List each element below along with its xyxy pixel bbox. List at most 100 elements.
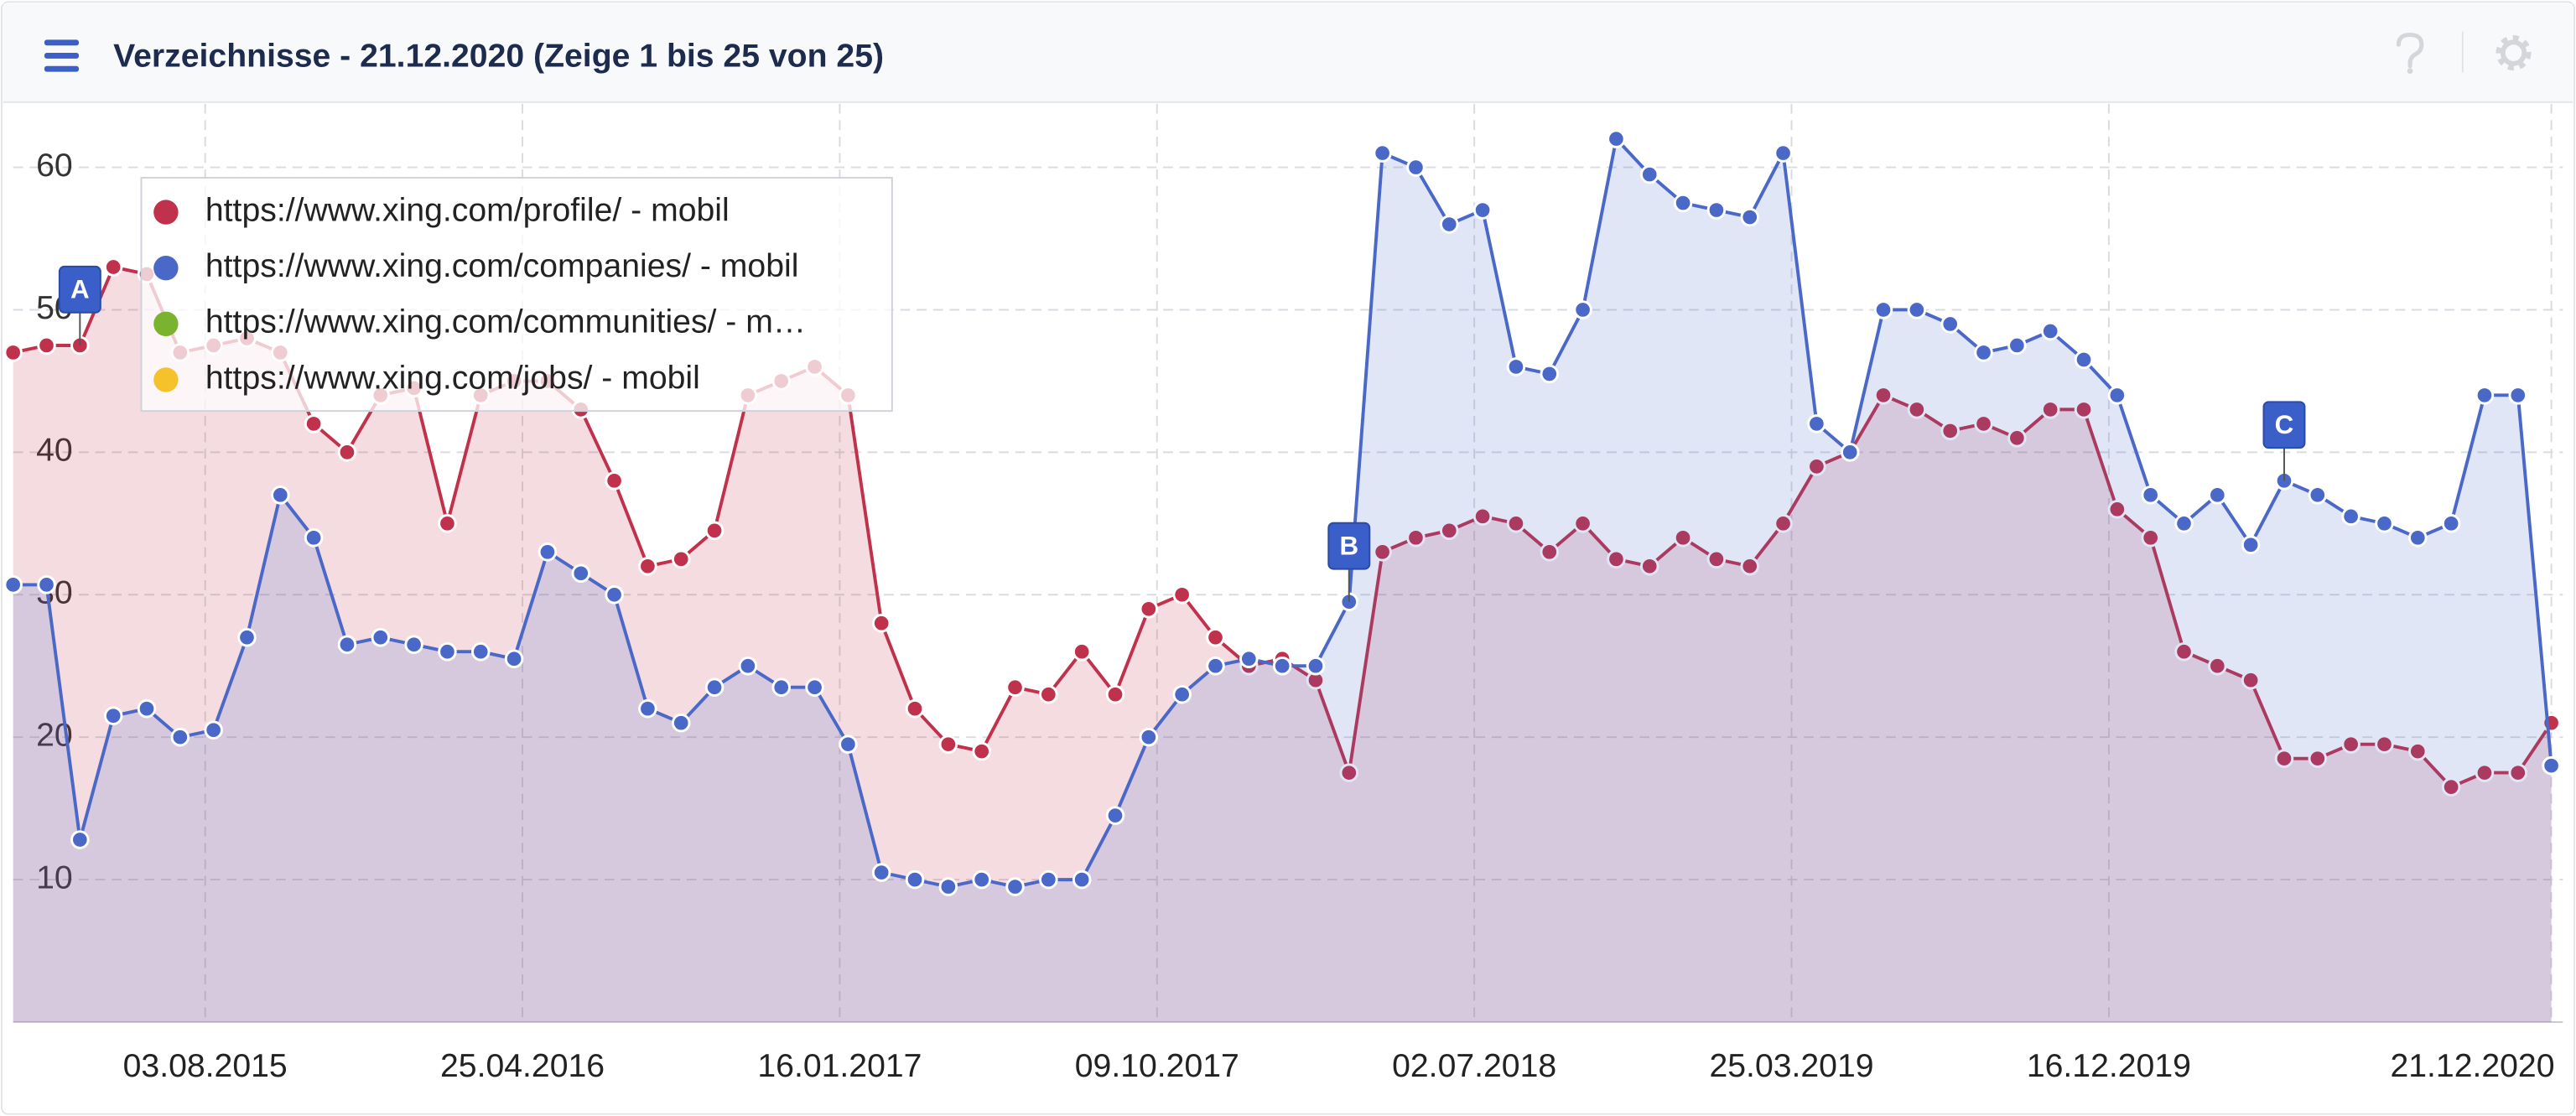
data-point — [103, 257, 123, 277]
data-point — [2174, 514, 2194, 533]
data-point — [2074, 400, 2094, 419]
flag[interactable] — [2262, 401, 2306, 449]
data-point — [304, 528, 324, 548]
data-point — [2208, 485, 2227, 505]
data-point — [2441, 777, 2461, 797]
data-point — [2408, 741, 2428, 761]
help-icon-dot — [2407, 68, 2413, 74]
data-point — [1139, 600, 1159, 619]
legend: https://www.xing.com/profile/ - mobil htt… — [140, 176, 893, 413]
y-tick-label: 60 — [36, 148, 73, 184]
x-tick-label: 16.01.2017 — [757, 1048, 922, 1084]
x-tick-label: 25.03.2019 — [1709, 1048, 1873, 1084]
x-tick-label: 09.10.2017 — [1075, 1048, 1239, 1084]
data-point — [271, 485, 290, 505]
flag[interactable] — [58, 265, 101, 314]
data-point — [304, 414, 324, 433]
data-point — [871, 863, 891, 882]
y-tick-label: 40 — [36, 433, 73, 469]
data-point — [1139, 727, 1159, 747]
legend-item[interactable]: https://www.xing.com/profile/ - mobil — [153, 192, 730, 228]
data-point — [1105, 684, 1125, 704]
legend-item[interactable]: https://www.xing.com/companies/ - mobil — [153, 248, 798, 284]
data-point — [871, 613, 891, 633]
data-point — [1940, 314, 1960, 334]
data-point — [2508, 386, 2528, 405]
data-point — [1373, 143, 1392, 163]
data-point — [1105, 806, 1125, 825]
x-tick-label: 02.07.2018 — [1392, 1048, 1556, 1084]
data-point — [905, 869, 925, 890]
help-icon[interactable] — [2396, 32, 2424, 69]
flag-label: C — [2275, 410, 2294, 439]
data-point — [1840, 443, 1860, 462]
data-point — [1039, 869, 1058, 890]
data-point — [1873, 386, 1893, 405]
data-point — [1172, 684, 1192, 704]
data-point — [1005, 877, 1025, 896]
legend-item[interactable]: https://www.xing.com/jobs/ - mobil — [153, 360, 700, 396]
menu-icon[interactable] — [44, 39, 80, 72]
data-point — [1506, 357, 1526, 376]
legend-swatch — [153, 200, 179, 225]
data-point — [2007, 428, 2027, 448]
data-point — [1774, 514, 1793, 533]
data-point — [1774, 143, 1793, 163]
data-point — [1639, 164, 1659, 184]
data-point — [571, 563, 591, 584]
data-point — [738, 656, 758, 676]
data-point — [1807, 414, 1826, 433]
data-point — [1706, 549, 1727, 569]
data-point — [1172, 585, 1192, 605]
data-point — [2375, 734, 2394, 754]
data-point — [938, 734, 958, 754]
data-point — [438, 514, 457, 533]
data-point — [2141, 485, 2160, 505]
data-point — [638, 557, 657, 576]
data-point — [237, 627, 257, 647]
data-point — [1440, 215, 1459, 234]
data-point — [2040, 321, 2060, 341]
data-point — [37, 575, 56, 594]
chart-title: Verzeichnisse - 21.12.2020 (Zeige 1 bis … — [113, 38, 884, 74]
data-point — [2241, 535, 2261, 555]
data-point — [771, 677, 791, 697]
data-point — [2241, 670, 2261, 690]
series-area — [13, 138, 2552, 1022]
data-point — [1472, 506, 1493, 527]
data-point — [2441, 514, 2461, 533]
data-point — [1206, 627, 1225, 647]
settings-icon[interactable] — [2496, 34, 2532, 71]
data-point — [938, 877, 958, 896]
data-point — [805, 677, 824, 697]
legend-item[interactable]: https://www.xing.com/communities/ - m… — [153, 304, 806, 340]
data-point — [2208, 656, 2227, 676]
data-point — [671, 713, 691, 733]
data-point — [1472, 200, 1493, 220]
data-point — [1540, 364, 1560, 384]
x-tick-label: 25.04.2016 — [440, 1048, 605, 1084]
data-point — [1272, 656, 1292, 676]
data-point — [839, 734, 858, 754]
data-point — [438, 641, 457, 662]
legend-label: https://www.xing.com/profile/ - mobil — [205, 192, 730, 228]
data-point — [37, 335, 56, 356]
data-point — [1039, 684, 1058, 704]
data-point — [1339, 763, 1359, 782]
data-point — [3, 343, 23, 362]
data-point — [2508, 763, 2528, 782]
header — [3, 3, 2573, 102]
data-point — [1673, 528, 1693, 548]
flag[interactable] — [1327, 522, 1371, 570]
x-tick-label: 21.12.2020 — [2390, 1048, 2554, 1084]
data-point — [671, 549, 691, 569]
data-point — [1440, 521, 1459, 541]
x-tick-label: 16.12.2019 — [2027, 1048, 2191, 1084]
data-point — [1239, 649, 1259, 668]
y-tick-label: 10 — [36, 859, 73, 895]
data-point — [1373, 542, 1392, 562]
series-area — [13, 267, 2552, 1022]
